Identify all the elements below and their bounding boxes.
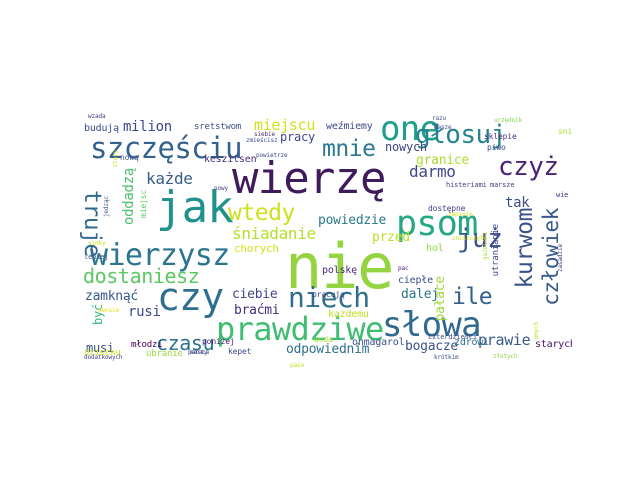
word: kepet — [228, 347, 252, 356]
word: powietrze — [256, 152, 288, 159]
word: musi — [86, 341, 114, 355]
word: dodatkowych — [84, 354, 123, 361]
word: wierzysz — [90, 238, 230, 273]
word: słowa — [382, 305, 482, 345]
word: zamknąć — [85, 289, 138, 304]
word: stary — [112, 150, 119, 168]
word: dostaniesz — [83, 264, 200, 288]
word: wierzę — [232, 153, 387, 204]
word: keszitsen — [204, 154, 257, 165]
word: poniżej — [202, 337, 235, 346]
word: czterdzieści — [428, 333, 477, 341]
word: wie — [556, 191, 569, 199]
word: głosuj — [415, 120, 506, 150]
word: dostępne — [428, 204, 466, 213]
word: starych — [535, 339, 572, 350]
word: weźmiemy — [326, 121, 373, 132]
word: chorych — [234, 242, 279, 255]
word: odpowiednim — [286, 342, 370, 357]
word: pracy — [280, 130, 315, 144]
word: truje — [80, 190, 105, 257]
word: braćmi — [234, 303, 280, 318]
word: bogacze — [405, 339, 458, 354]
word: ciepłe — [398, 275, 433, 286]
word: nie — [285, 230, 395, 303]
word: pasa — [290, 362, 304, 369]
word: pałaca — [188, 349, 209, 356]
word: czyż — [498, 152, 559, 182]
word: wzada — [88, 113, 106, 120]
word: sni — [558, 127, 572, 136]
word: sretstwom — [194, 122, 242, 132]
word: polskę — [322, 265, 357, 276]
word: zapsuje — [448, 211, 473, 218]
word: mnie — [322, 136, 376, 162]
word: utranianie — [491, 224, 501, 277]
word: śniadanie — [232, 224, 316, 243]
word: masze — [434, 124, 452, 131]
word: ile — [452, 284, 493, 310]
word: jedząc — [103, 196, 110, 217]
word: każde — [146, 169, 193, 188]
word: zdrowi — [454, 337, 489, 348]
word: marsze — [490, 181, 515, 189]
word: nowych — [385, 140, 427, 154]
word: kurwom — [512, 208, 538, 289]
word: ciebie — [232, 287, 278, 302]
word: prawdziwe — [216, 310, 384, 348]
word: już — [457, 224, 503, 254]
word: zasadzie — [557, 244, 564, 272]
word: wtedy — [228, 200, 295, 226]
word: pracują — [312, 290, 345, 299]
word: hol — [426, 243, 444, 254]
word: powiedzie — [318, 213, 387, 228]
word: one — [380, 109, 440, 149]
word: woda — [314, 335, 333, 344]
word: tak — [505, 195, 530, 211]
word: czy — [157, 275, 224, 319]
word: granice — [416, 153, 469, 168]
word: dalej — [401, 287, 439, 302]
word: zniszczył — [452, 235, 484, 242]
word: niech — [288, 281, 370, 314]
word: pałace — [433, 276, 448, 322]
word: sinky — [88, 240, 106, 247]
word: prawie — [478, 331, 531, 349]
word: szczęściu — [90, 131, 243, 165]
word: piwo — [487, 143, 506, 152]
word: złotych — [493, 353, 518, 360]
word: krótkim — [434, 354, 459, 361]
word: histeriami — [446, 181, 487, 189]
word: miejsc — [139, 190, 148, 218]
word: oddadzą — [121, 168, 137, 226]
word: sensie — [98, 307, 119, 314]
word: dziecku — [84, 348, 121, 358]
word: razu — [432, 115, 446, 122]
word: gazelami — [482, 232, 489, 260]
word: darmo — [409, 162, 456, 181]
word: przed — [372, 230, 410, 245]
word-cloud: nie wierzę jak psom czy one słowa prawdz… — [80, 108, 572, 370]
word: zmieścisz — [246, 137, 278, 144]
word: każdemu — [328, 309, 369, 320]
word: ubranie — [146, 349, 183, 359]
word: nowy — [214, 185, 228, 192]
word: siebie — [254, 131, 275, 138]
word: sklepie — [484, 132, 517, 141]
word: budują — [84, 123, 119, 134]
word: onmagarol — [352, 337, 405, 348]
word: miejscu — [254, 116, 316, 134]
word: pac — [398, 265, 409, 272]
word: marty — [190, 349, 208, 356]
word: młodzi — [131, 340, 163, 350]
word: jak — [156, 182, 234, 233]
word: lepiej — [84, 253, 109, 261]
word: czasu — [156, 331, 215, 355]
word: psom — [396, 204, 478, 244]
word: milion — [123, 119, 172, 135]
word: umych — [533, 322, 540, 340]
word: nową — [120, 153, 139, 162]
word: urzędnik — [494, 117, 522, 124]
word: rusi — [128, 304, 161, 320]
